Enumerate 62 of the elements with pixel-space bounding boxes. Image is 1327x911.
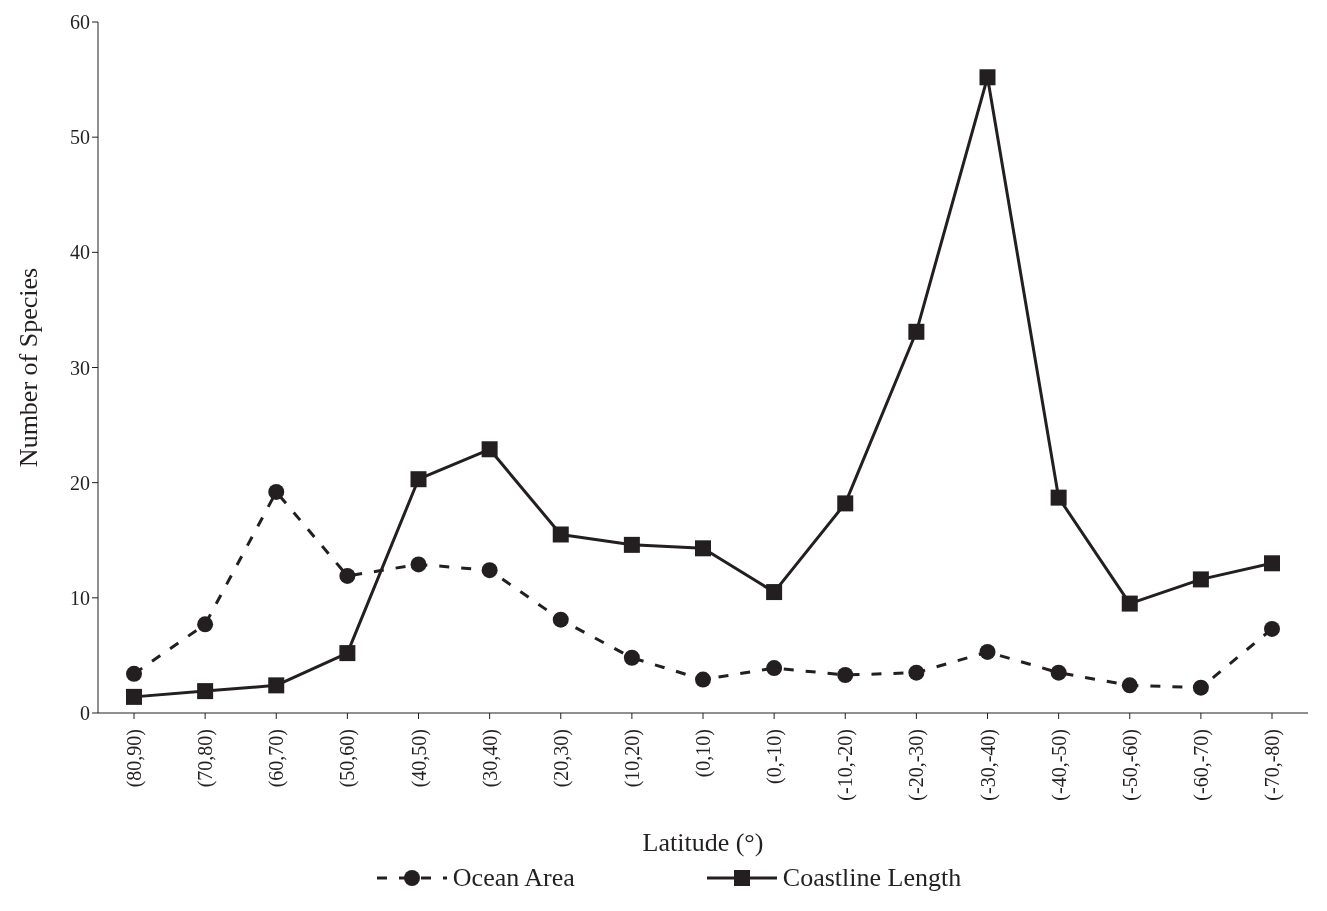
legend-label: Coastline Length [782,863,962,893]
x-tick-label: (30,40) [478,729,502,788]
y-tick-label: 60 [70,11,90,34]
point [695,671,711,688]
x-tick-label: (80,90) [123,729,146,788]
point [268,677,285,694]
point [1121,677,1138,694]
point [908,664,925,681]
x-tick-label: (-40,-50) [1047,729,1071,801]
x-tick-label: (0,10) [692,729,715,778]
y-tick-label: 20 [70,471,90,494]
point [552,611,569,628]
point [623,536,640,553]
point [197,683,214,700]
legend-label: Ocean Area [452,863,575,893]
point [837,667,854,683]
x-tick-label: (-50,-60) [1118,729,1142,801]
point [695,540,711,557]
x-tick-label: (-70,-80) [1261,729,1284,801]
x-axis-title: Latitude (°) [642,828,764,857]
y-tick-label: 40 [70,241,90,264]
point [1264,555,1280,572]
point [410,556,427,573]
y-tick-label: 30 [70,356,90,379]
y-tick-label: 50 [70,126,90,149]
point [766,660,783,677]
point [766,584,783,601]
point [1192,571,1209,588]
point [837,495,854,512]
x-tick-label: (60,70) [265,729,289,788]
x-tick-label: (70,80) [194,729,218,788]
point [197,616,214,633]
x-tick-label: (50,60) [336,729,360,788]
y-tick-label: 0 [80,702,90,725]
point [1050,664,1067,681]
point [410,471,427,488]
point [126,688,142,705]
point [623,649,640,666]
point [268,483,285,500]
point [1050,489,1067,506]
point [908,323,925,340]
x-tick-label: (20,30) [549,729,573,788]
x-tick-label: (-10,-20) [834,729,858,801]
point [481,562,498,579]
point [979,69,996,86]
point [1121,595,1138,612]
point [126,665,142,682]
y-axis-title: Number of Species [14,267,44,468]
x-tick-label: (-60,-70) [1189,729,1213,801]
y-tick-label: 10 [70,586,90,609]
x-tick-label: (40,50) [407,729,431,788]
x-tick-label: (-20,-30) [905,729,929,801]
point [481,441,498,458]
point [552,526,569,543]
point [1264,620,1280,637]
x-tick-label: (10,20) [620,729,644,788]
x-tick-label: (-30,-40) [976,729,1000,801]
x-tick-label: (0,-10) [763,729,787,784]
point [339,567,356,584]
point [339,645,356,662]
point [1192,679,1209,696]
point [979,643,996,660]
